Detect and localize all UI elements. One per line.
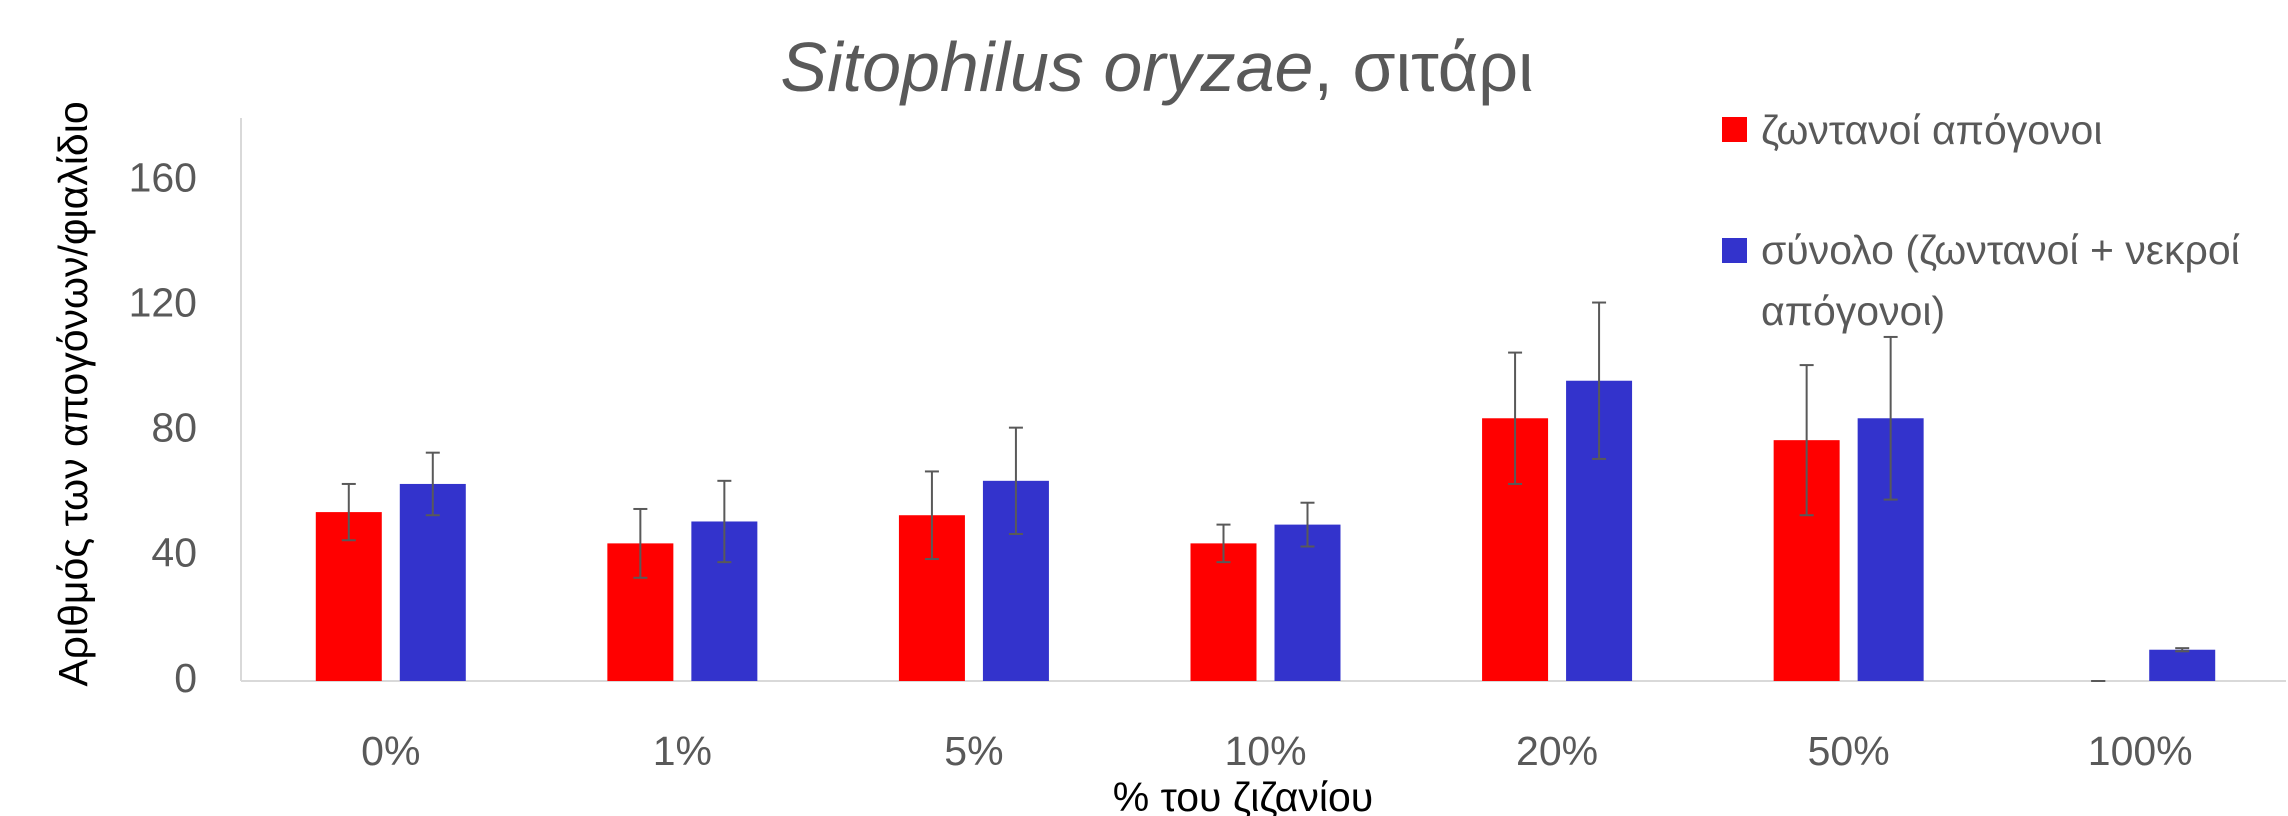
error-bar [1508, 351, 1523, 485]
x-tick-label: 20% [1516, 728, 1598, 774]
error-bar [425, 451, 440, 517]
error-bar [1216, 523, 1231, 564]
legend-label: σύνολο (ζωντανοί + νεκροί απόγονοι) [1761, 227, 2240, 334]
y-tick-label: 120 [129, 279, 197, 325]
error-bar [924, 470, 939, 561]
error-bar [633, 507, 648, 579]
legend-label: ζωντανοί απόγονοι [1761, 107, 2103, 153]
chart-title: Sitophilus oryzae, σιτάρι [780, 28, 1533, 106]
y-tick-label: 0 [174, 655, 197, 701]
x-tick-label: 10% [1224, 728, 1306, 774]
x-tick-label: 50% [1808, 728, 1890, 774]
error-bar [2175, 647, 2190, 653]
error-bar [1300, 501, 1315, 548]
bar [1190, 543, 1257, 681]
bar [399, 483, 466, 681]
legend-swatch [1722, 238, 1747, 263]
error-bar [1799, 364, 1814, 517]
error-bar [717, 479, 732, 564]
bar [1274, 524, 1341, 681]
x-tick-label: 5% [944, 728, 1003, 774]
y-tick-label: 160 [129, 154, 197, 200]
legend-swatch [1722, 117, 1747, 142]
error-bar [341, 482, 356, 542]
x-axis-label: % του ζιζανίου [1113, 774, 1373, 816]
y-axis-label: Αριθμός των απογόνων/φιαλίδιο [50, 101, 96, 686]
error-bar [1008, 426, 1023, 535]
title-italic: Sitophilus oryzae [780, 28, 1313, 106]
bar [2149, 649, 2216, 681]
x-tick-label: 100% [2088, 728, 2193, 774]
title-suffix: , σιτάρι [1313, 28, 1533, 106]
y-tick-label: 80 [151, 405, 197, 451]
y-tick-label: 40 [151, 530, 197, 576]
error-bar [1883, 335, 1898, 501]
x-tick-label: 0% [361, 728, 420, 774]
x-tick-label: 1% [653, 728, 712, 774]
error-bar [1592, 301, 1607, 460]
